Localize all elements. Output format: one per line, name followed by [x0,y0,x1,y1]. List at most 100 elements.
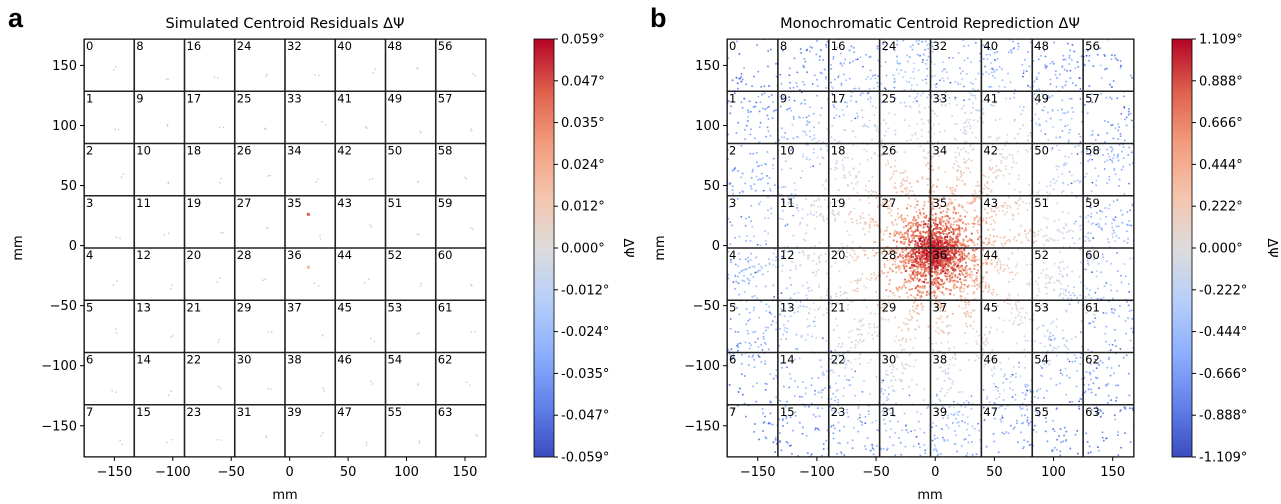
scatter-point [696,168,698,170]
scatter-point [855,182,858,185]
scatter-point [1051,94,1054,97]
scatter-point [859,163,862,166]
scatter-point [806,281,809,284]
scatter-point [986,58,989,61]
scatter-point [891,368,894,371]
scatter-point [967,121,970,124]
scatter-point [1116,154,1119,157]
scatter-point [764,108,767,111]
scatter-point [953,221,956,224]
scatter-point [844,291,847,294]
scatter-point [854,58,857,61]
panel-a: a Simulated Centroid Residuals ΔΨ 012345… [8,3,635,503]
scatter-point [1017,42,1020,45]
scatter-point [750,128,752,131]
scatter-point [832,56,835,58]
scatter-point [729,327,732,330]
scatter-point [857,328,860,330]
scatter-point [903,281,906,284]
scatter-point [996,136,999,139]
scatter-point [890,202,892,205]
scatter-point [835,363,838,366]
scatter-point [992,210,995,213]
scatter-point [914,197,917,200]
scatter-point [686,219,688,221]
scatter-point [170,288,172,290]
scatter-point [812,259,815,262]
scatter-point [912,251,915,254]
scatter-point [931,213,934,216]
scatter-point [871,421,874,424]
scatter-point [217,385,220,388]
scatter-point [899,266,902,269]
scatter-point [848,4,850,6]
scatter-point [761,273,764,276]
scatter-point [942,232,945,235]
scatter-point [816,84,819,87]
scatter-point [856,222,858,225]
scatter-point [894,230,896,232]
scatter-point [963,45,966,48]
scatter-point [842,257,845,260]
scatter-point [1092,65,1095,68]
scatter-point [967,301,970,304]
scatter-point [903,101,906,104]
scatter-point [932,245,936,248]
scatter-point [860,493,862,495]
detector-label: 56 [438,39,453,53]
scatter-point [934,277,937,280]
scatter-point [880,153,882,156]
scatter-point [1042,262,1045,264]
scatter-point [706,248,708,250]
scatter-point [1061,172,1064,175]
scatter-point [832,329,835,332]
scatter-point [811,377,814,380]
scatter-point [863,221,866,224]
scatter-point [913,217,916,220]
x-tick-label: 50 [340,465,357,480]
scatter-point [703,275,705,277]
scatter-point [216,281,218,283]
scatter-point [855,339,857,342]
scatter-point [954,256,958,259]
scatter-point [760,361,763,363]
scatter-point [869,226,872,229]
scatter-point [873,326,876,329]
scatter-point [1003,213,1006,216]
scatter-point [844,176,847,179]
scatter-point [810,289,813,292]
scatter-point [1042,198,1045,200]
scatter-point [884,422,886,425]
scatter-point [832,87,835,90]
scatter-point [817,139,820,142]
detector-label: 33 [287,91,302,105]
scatter-point [738,293,740,296]
scatter-point [738,235,741,238]
scatter-point [854,346,856,349]
scatter-point [965,133,967,135]
scatter-point [829,405,832,408]
scatter-point [818,415,821,418]
scatter-point [1025,149,1028,152]
scatter-point [920,274,923,277]
scatter-point [770,323,773,326]
scatter-point [1162,129,1164,131]
scatter-point [986,212,989,215]
scatter-point [723,285,725,287]
scatter-point [839,13,841,15]
scatter-point [1016,35,1018,37]
scatter-point [851,329,853,332]
scatter-point [731,189,734,192]
scatter-point [1107,207,1110,210]
detector-label: 37 [287,300,302,314]
scatter-point [1065,231,1068,234]
scatter-point [1127,110,1130,113]
scatter-point [949,292,952,295]
scatter-point [945,205,948,208]
scatter-point [959,258,962,261]
scatter-point [713,335,715,337]
scatter-point [824,76,827,79]
scatter-point [1086,232,1089,235]
scatter-point [775,374,777,377]
scatter-point [1033,80,1036,83]
